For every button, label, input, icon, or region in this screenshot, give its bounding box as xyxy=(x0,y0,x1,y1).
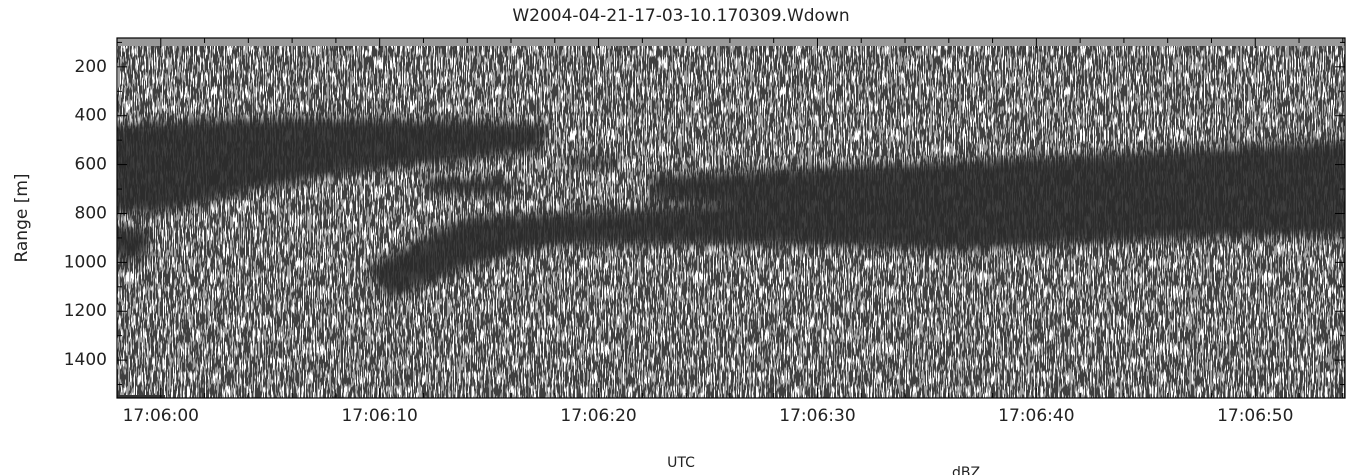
y-tick-label: 1400 xyxy=(64,350,107,370)
x-tick-label: 17:06:00 xyxy=(123,406,199,426)
x-tick-label: 17:06:40 xyxy=(998,406,1074,426)
y-tick-label: 400 xyxy=(75,106,107,126)
y-tick-label: 200 xyxy=(75,57,107,77)
y-tick-label: 800 xyxy=(75,203,107,223)
colorbar-label: dBZ xyxy=(952,465,980,475)
plot-frame xyxy=(116,37,1346,399)
x-tick-label: 17:06:30 xyxy=(779,406,855,426)
radar-image xyxy=(117,38,1345,398)
y-tick-label: 1000 xyxy=(64,252,107,272)
y-tick-label: 600 xyxy=(75,155,107,175)
x-tick-label: 17:06:10 xyxy=(341,406,417,426)
x-tick-label: 17:06:50 xyxy=(1217,406,1293,426)
chart-title: W2004-04-21-17-03-10.170309.Wdown xyxy=(512,6,849,26)
x-axis-label: UTC xyxy=(667,455,695,471)
x-tick-label: 17:06:20 xyxy=(560,406,636,426)
y-axis-label: Range [m] xyxy=(12,173,32,262)
y-tick-label: 1200 xyxy=(64,301,107,321)
